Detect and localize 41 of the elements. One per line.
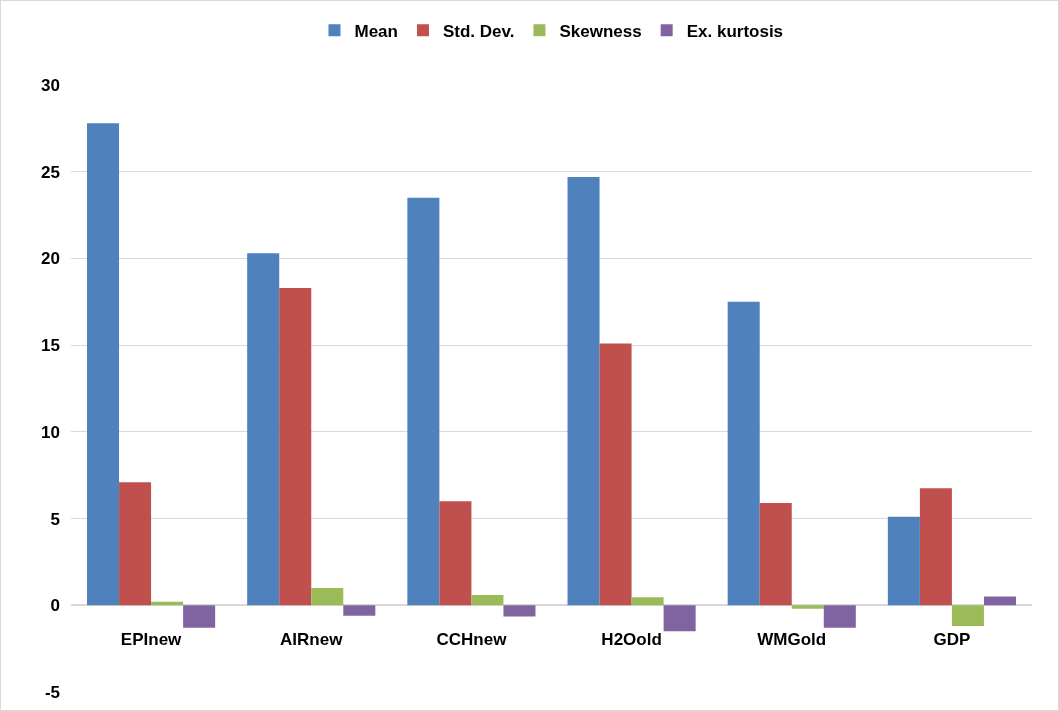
bar [791, 605, 824, 609]
bar [951, 605, 984, 627]
y-tick-label: 15 [41, 336, 60, 356]
legend-label: Ex. kurtosis [686, 21, 784, 41]
legend-label: Std. Dev. [442, 21, 515, 41]
bar [823, 605, 856, 628]
bar [567, 176, 600, 606]
bar [599, 343, 632, 606]
y-tick-label: 30 [41, 75, 60, 95]
y-tick-label: 0 [50, 596, 60, 616]
bar [759, 502, 792, 606]
bar [471, 594, 504, 606]
x-tick-label: EPInew [120, 630, 183, 650]
legend-label: Mean [354, 21, 398, 41]
bar [119, 482, 152, 606]
bar [919, 488, 952, 606]
bar [631, 597, 664, 606]
x-tick-label: H2Oold [601, 630, 662, 650]
bar [663, 605, 696, 632]
legend-label: Skewness [559, 21, 642, 41]
bar [183, 605, 216, 628]
x-tick-label: WMGold [757, 630, 827, 650]
bar [887, 516, 920, 606]
y-tick-label: -5 [44, 682, 60, 702]
bar [279, 287, 312, 606]
bar [87, 123, 120, 606]
bar [343, 605, 376, 616]
x-tick-label: AIRnew [280, 630, 344, 650]
bar [727, 301, 760, 606]
bar [439, 501, 472, 606]
bar [407, 197, 440, 606]
x-tick-label: GDP [933, 630, 971, 650]
bar [311, 587, 344, 606]
y-tick-label: 20 [41, 249, 60, 269]
bar [983, 596, 1016, 606]
bar [247, 253, 280, 606]
y-tick-label: 10 [41, 422, 60, 442]
x-tick-label: CCHnew [436, 630, 508, 650]
y-tick-label: 25 [41, 162, 60, 182]
bar [503, 605, 536, 617]
y-tick-label: 5 [50, 509, 60, 529]
